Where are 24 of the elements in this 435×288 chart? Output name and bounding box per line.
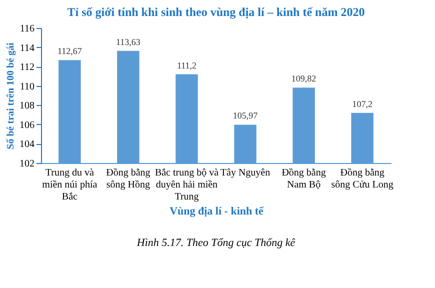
- x-tick-label: Tây Nguyên: [220, 168, 270, 178]
- chart-title: Tỉ số giới tính khi sinh theo vùng địa lí – kinh tế năm 2020: [67, 5, 365, 19]
- data-label: 105,97: [232, 110, 258, 121]
- y-tick-label: 102: [20, 158, 34, 170]
- y-axis-title: Số bé trai trên 100 bé gái: [6, 42, 16, 150]
- x-tick-label: Đồng bằng sông Hồng: [106, 168, 150, 190]
- data-label: 109,82: [291, 74, 316, 84]
- x-tick-label: Bắc trung bộ và duyên hải miền Trung: [154, 168, 220, 202]
- data-label: 111,2: [176, 60, 197, 70]
- y-tick-label: 116: [20, 24, 34, 34]
- y-tick-label: 106: [20, 120, 34, 131]
- data-label: 112,67: [57, 46, 82, 56]
- data-label: 113,63: [116, 36, 141, 47]
- x-axis-title: Vùng địa lí - kinh tế: [170, 206, 265, 218]
- y-tick-label: 114: [20, 42, 34, 54]
- y-tick-label: 108: [20, 100, 34, 112]
- x-tick-label: Trung du và miền núi phía Bắc: [42, 168, 98, 202]
- y-tick-label: 112: [20, 62, 34, 74]
- y-tick-label: 110: [20, 81, 34, 92]
- text: Hình 5.17. Theo Tổng cục Thống kê: [136, 237, 296, 249]
- data-label: 107,2: [352, 98, 372, 109]
- x-tick-label: Đồng bằng sông Cửu Long: [331, 168, 394, 190]
- y-tick-label: 104: [20, 139, 34, 150]
- x-tick-label: Đồng bằng Nam Bộ: [282, 168, 326, 190]
